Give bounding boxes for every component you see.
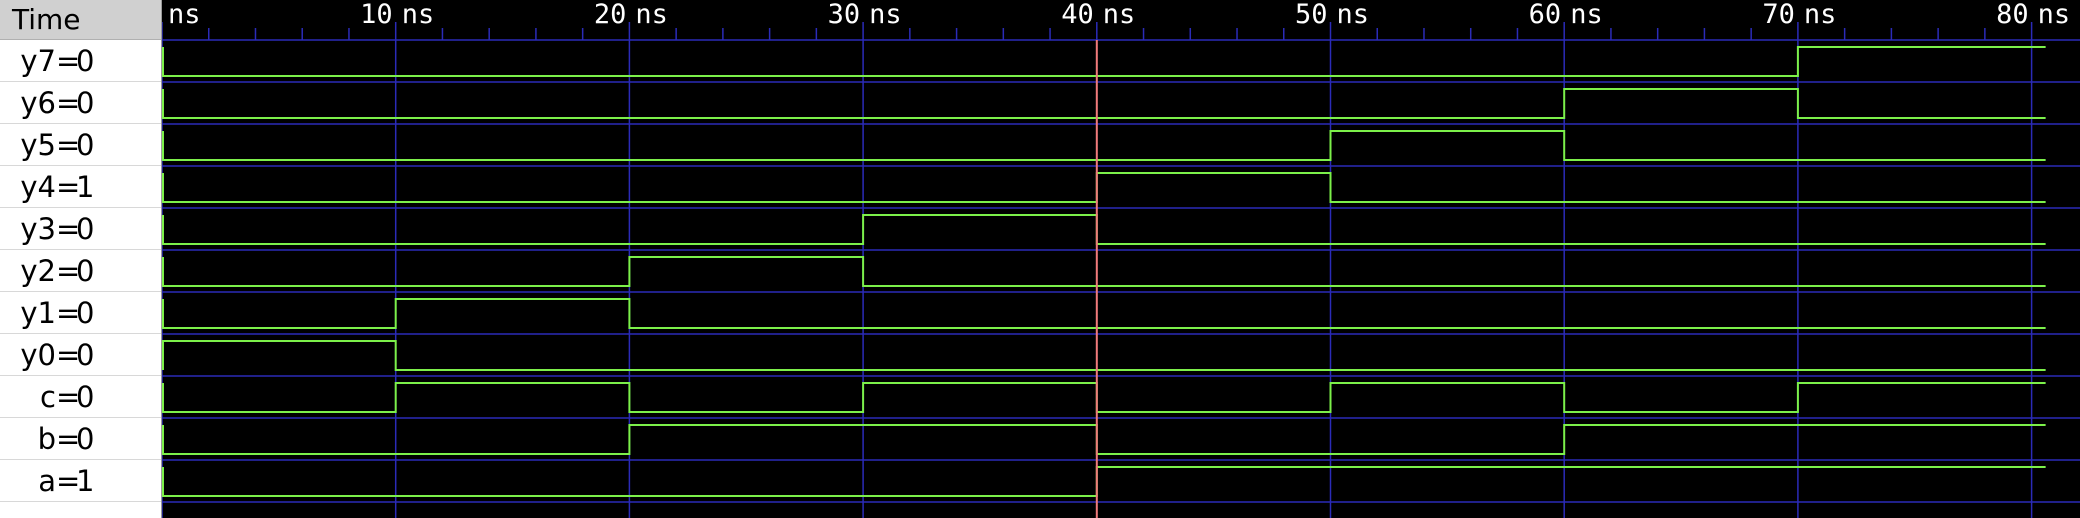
ruler-tick-label: 50	[1295, 0, 1328, 30]
signal-value: 1	[76, 170, 95, 204]
waveform-y1	[162, 298, 2046, 329]
signal-value: 0	[76, 212, 95, 246]
signal-value: 0	[76, 296, 95, 330]
equals-sign: =	[56, 296, 81, 330]
equals-sign: =	[56, 44, 81, 78]
signal-name: b	[37, 422, 56, 456]
signal-value: 1	[76, 464, 95, 498]
signal-name-panel: Time y7=0 y6=0 y5=0 y4=1 y3=0 y2=0 y1=0 y0=0 c=0…	[0, 0, 162, 518]
signal-name: y3	[20, 212, 56, 246]
signal-value: 0	[76, 44, 95, 78]
signal-row-y3[interactable]: y3=0	[0, 208, 161, 250]
signal-value: 0	[76, 338, 95, 372]
ruler-tick-label: 80	[1996, 0, 2029, 30]
signal-row-y7[interactable]: y7=0	[0, 40, 161, 82]
signal-row-y2[interactable]: y2=0	[0, 250, 161, 292]
signal-row-c[interactable]: c=0	[0, 376, 161, 418]
equals-sign: =	[56, 338, 81, 372]
ruler-unit-label: ns	[402, 0, 435, 30]
ruler-tick-label: 10	[360, 0, 393, 30]
ruler-tick-label: 70	[1762, 0, 1795, 30]
signal-row-y4[interactable]: y4=1	[0, 166, 161, 208]
ruler-tick-label: 20	[594, 0, 627, 30]
signal-row-y6[interactable]: y6=0	[0, 82, 161, 124]
ruler-tick-label: 60	[1529, 0, 1562, 30]
signal-row-y1[interactable]: y1=0	[0, 292, 161, 334]
waveform-y4	[162, 172, 2046, 203]
ruler-unit-label: ns	[168, 0, 201, 30]
waveform-y6	[162, 88, 2046, 119]
waveform-y0	[162, 340, 2046, 371]
signal-name: y2	[20, 254, 56, 288]
signal-value: 0	[76, 254, 95, 288]
ruler-unit-label: ns	[869, 0, 902, 30]
signal-name: y4	[20, 170, 56, 204]
waveform-background	[162, 0, 2080, 518]
signal-row-y0[interactable]: y0=0	[0, 334, 161, 376]
ruler-tick-label: 30	[828, 0, 861, 30]
signal-name: y7	[20, 44, 56, 78]
equals-sign: =	[56, 212, 81, 246]
signal-value: 0	[76, 380, 95, 414]
waveform-y7	[162, 46, 2046, 77]
signal-name: y0	[20, 338, 56, 372]
equals-sign: =	[56, 86, 81, 120]
equals-sign: =	[56, 380, 81, 414]
ruler-unit-label: ns	[1337, 0, 1370, 30]
ruler-unit-label: ns	[2038, 0, 2071, 30]
waveform-y5	[162, 130, 2046, 161]
waveform-y2	[162, 256, 2046, 287]
equals-sign: =	[56, 170, 81, 204]
signal-name: y6	[20, 86, 56, 120]
signal-row-b[interactable]: b=0	[0, 418, 161, 460]
waveform-canvas[interactable]: 0ns10ns20ns30ns40ns50ns60ns70ns80ns	[162, 0, 2080, 518]
ruler-unit-label: ns	[1103, 0, 1136, 30]
ruler-unit-label: ns	[635, 0, 668, 30]
signal-name: y5	[20, 128, 56, 162]
ruler-tick-label: 40	[1061, 0, 1094, 30]
signal-value: 0	[76, 86, 95, 120]
equals-sign: =	[56, 254, 81, 288]
time-column-header: Time	[0, 0, 161, 40]
waveform-y3	[162, 214, 2046, 245]
signal-value: 0	[76, 422, 95, 456]
equals-sign: =	[56, 422, 81, 456]
ruler-unit-label: ns	[1804, 0, 1837, 30]
equals-sign: =	[56, 128, 81, 162]
signal-row-a[interactable]: a=1	[0, 460, 161, 502]
ruler-unit-label: ns	[1570, 0, 1603, 30]
signal-value: 0	[76, 128, 95, 162]
signal-name: y1	[20, 296, 56, 330]
signal-name: a	[38, 464, 56, 498]
equals-sign: =	[56, 464, 81, 498]
signal-row-y5[interactable]: y5=0	[0, 124, 161, 166]
signal-name: c	[40, 380, 56, 414]
